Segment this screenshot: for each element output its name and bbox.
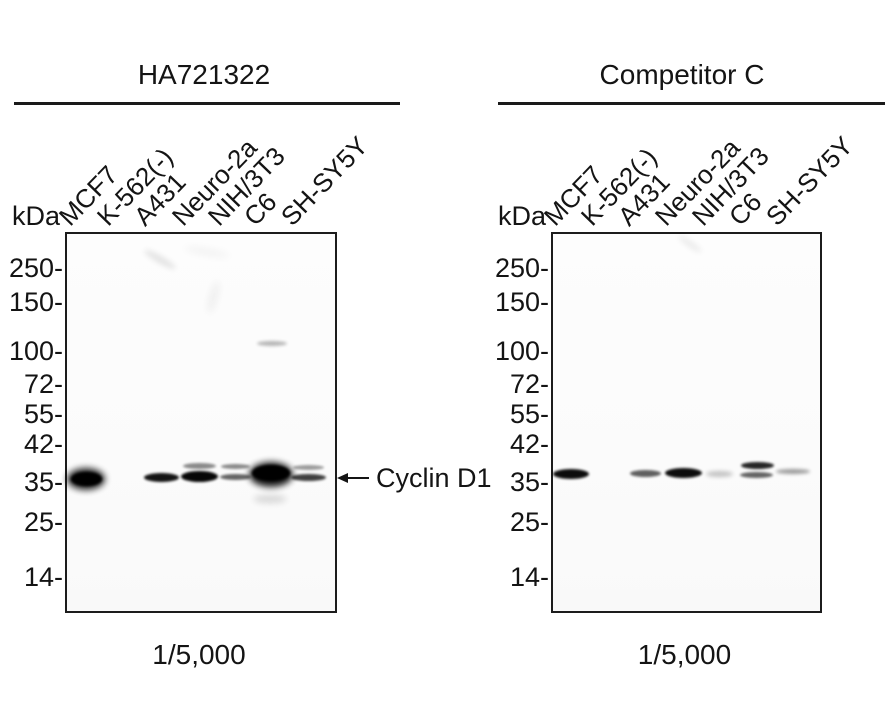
protein-band-c6: [253, 495, 287, 503]
background-artifact: [676, 233, 704, 255]
protein-band-a431: [143, 472, 179, 482]
kda-marker-250: 250-: [494, 253, 549, 283]
kda-marker-100: 100-: [8, 336, 63, 366]
background-artifact: [142, 246, 178, 272]
protein-band-c6: [249, 461, 293, 487]
protein-band-c6: [252, 465, 290, 481]
kda-marker-55: 55-: [509, 399, 549, 429]
kda-marker-42: 42-: [23, 429, 63, 459]
protein-band-nih-3t3: [705, 471, 733, 477]
lane-label-k-562-: K-562(-): [574, 141, 663, 232]
kda-marker-150: 150-: [494, 287, 549, 317]
protein-band-c6: [257, 340, 287, 346]
kda-marker-14: 14-: [23, 562, 63, 592]
lane-label-k-562-: K-562(-): [90, 141, 179, 232]
protein-band-neuro-2a: [182, 463, 216, 469]
lane-label-sh-sy5y: SH-SY5Y: [759, 130, 859, 232]
protein-band-neuro-2a: [180, 470, 218, 482]
protein-band-neuro-2a: [664, 468, 702, 478]
title-underline: [14, 102, 400, 105]
blot-membrane: [65, 232, 337, 613]
kda-marker-35: 35-: [23, 467, 63, 497]
lane-label-neuro-2a: Neuro-2a: [165, 132, 263, 232]
protein-band-sh-sy5y: [290, 473, 326, 481]
blot-membrane: [551, 232, 822, 613]
protein-band-nih-3t3: [220, 463, 250, 469]
protein-band-c6: [740, 461, 774, 469]
lane-label-c6: C6: [237, 186, 283, 232]
band-annotation-label: Cyclin D1: [376, 463, 492, 493]
kda-marker-72: 72-: [509, 369, 549, 399]
kda-marker-25: 25-: [23, 507, 63, 537]
left-arrow-icon: [337, 473, 348, 483]
protein-band-sh-sy5y: [292, 464, 324, 470]
kda-unit-label: kDa: [11, 201, 60, 231]
lane-label-a431: A431: [611, 166, 676, 232]
protein-band-sh-sy5y: [776, 468, 810, 474]
protein-band-nih-3t3: [219, 474, 251, 480]
lane-label-nih-3t3: NIH/3T3: [685, 140, 775, 232]
lane-label-neuro-2a: Neuro-2a: [648, 132, 746, 232]
lane-label-a431: A431: [127, 166, 192, 232]
arrow-tail: [347, 476, 369, 480]
panel-title: HA721322: [137, 59, 271, 90]
band-annotation: Cyclin D1: [337, 464, 492, 492]
lane-label-c6: C6: [722, 186, 768, 232]
kda-marker-150: 150-: [8, 287, 63, 317]
lane-label-sh-sy5y: SH-SY5Y: [274, 130, 374, 232]
lane-label-mcf7: MCF7: [537, 159, 609, 232]
background-artifact: [204, 279, 222, 315]
lane-label-mcf7: MCF7: [52, 159, 124, 232]
panel-title: Competitor C: [599, 59, 765, 90]
protein-band-a431: [629, 469, 661, 477]
title-underline: [498, 102, 885, 105]
kda-marker-250: 250-: [8, 253, 63, 283]
lane-label-nih-3t3: NIH/3T3: [201, 140, 291, 232]
kda-marker-100: 100-: [494, 336, 549, 366]
kda-marker-72: 72-: [23, 369, 63, 399]
kda-marker-14: 14-: [509, 562, 549, 592]
background-artifact: [183, 245, 231, 259]
kda-unit-label: kDa: [497, 201, 546, 231]
dilution-label: 1/5,000: [637, 639, 732, 670]
protein-band-mcf7: [67, 468, 105, 490]
protein-band-mcf7: [553, 469, 589, 479]
kda-marker-25: 25-: [509, 507, 549, 537]
kda-marker-55: 55-: [23, 399, 63, 429]
dilution-label: 1/5,000: [152, 639, 246, 670]
kda-marker-42: 42-: [509, 429, 549, 459]
protein-band-c6: [739, 472, 773, 478]
protein-band-mcf7: [70, 472, 102, 486]
